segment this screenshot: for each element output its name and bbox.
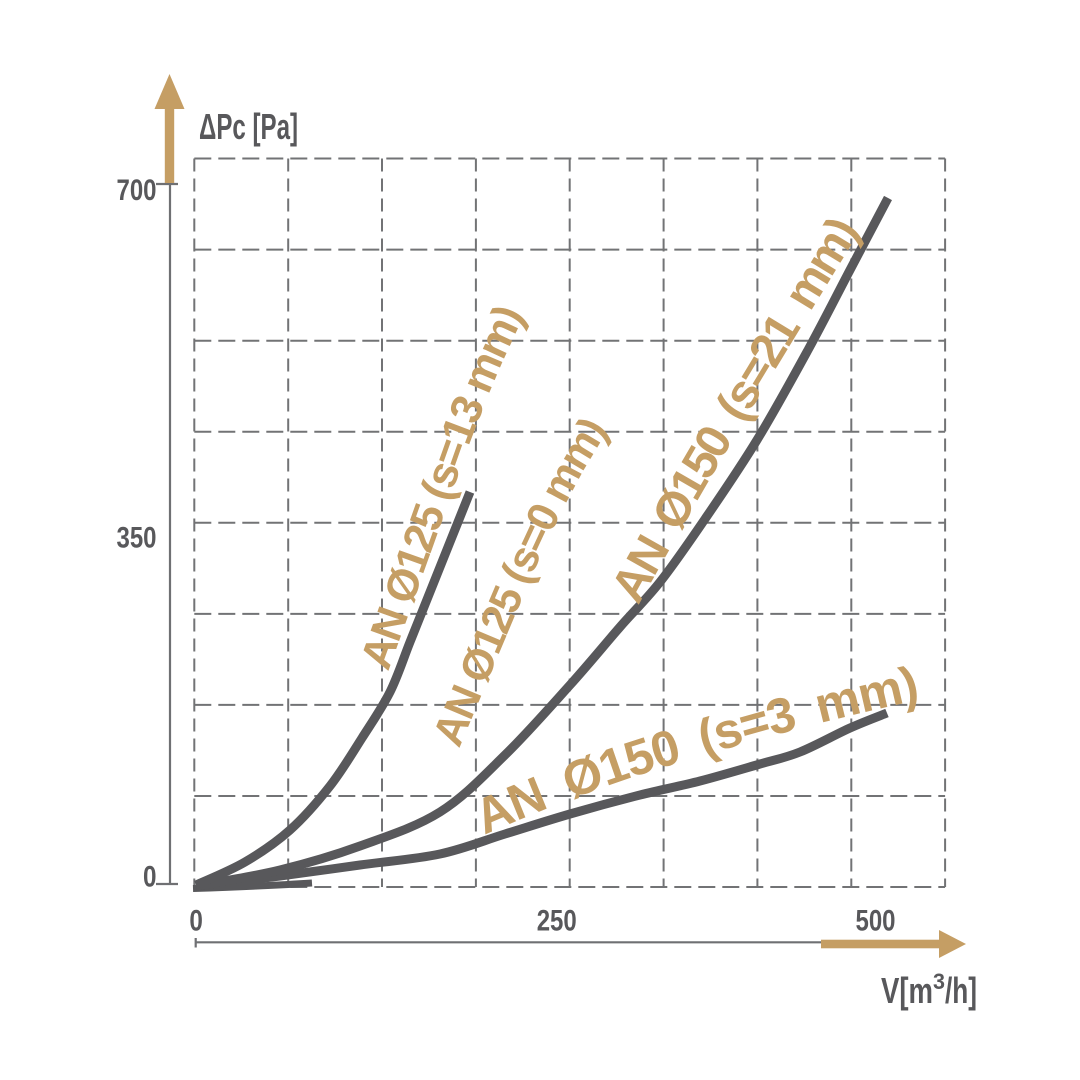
svg-text:ΔPc [Pa]: ΔPc [Pa] [199, 106, 298, 147]
svg-text:0: 0 [143, 861, 157, 894]
svg-text:700: 700 [117, 174, 157, 207]
svg-text:350: 350 [117, 522, 157, 555]
svg-text:V[m3/h]: V[m3/h] [881, 969, 977, 1011]
svg-text:500: 500 [856, 905, 896, 938]
svg-text:250: 250 [537, 905, 577, 938]
svg-text:0: 0 [189, 905, 203, 938]
